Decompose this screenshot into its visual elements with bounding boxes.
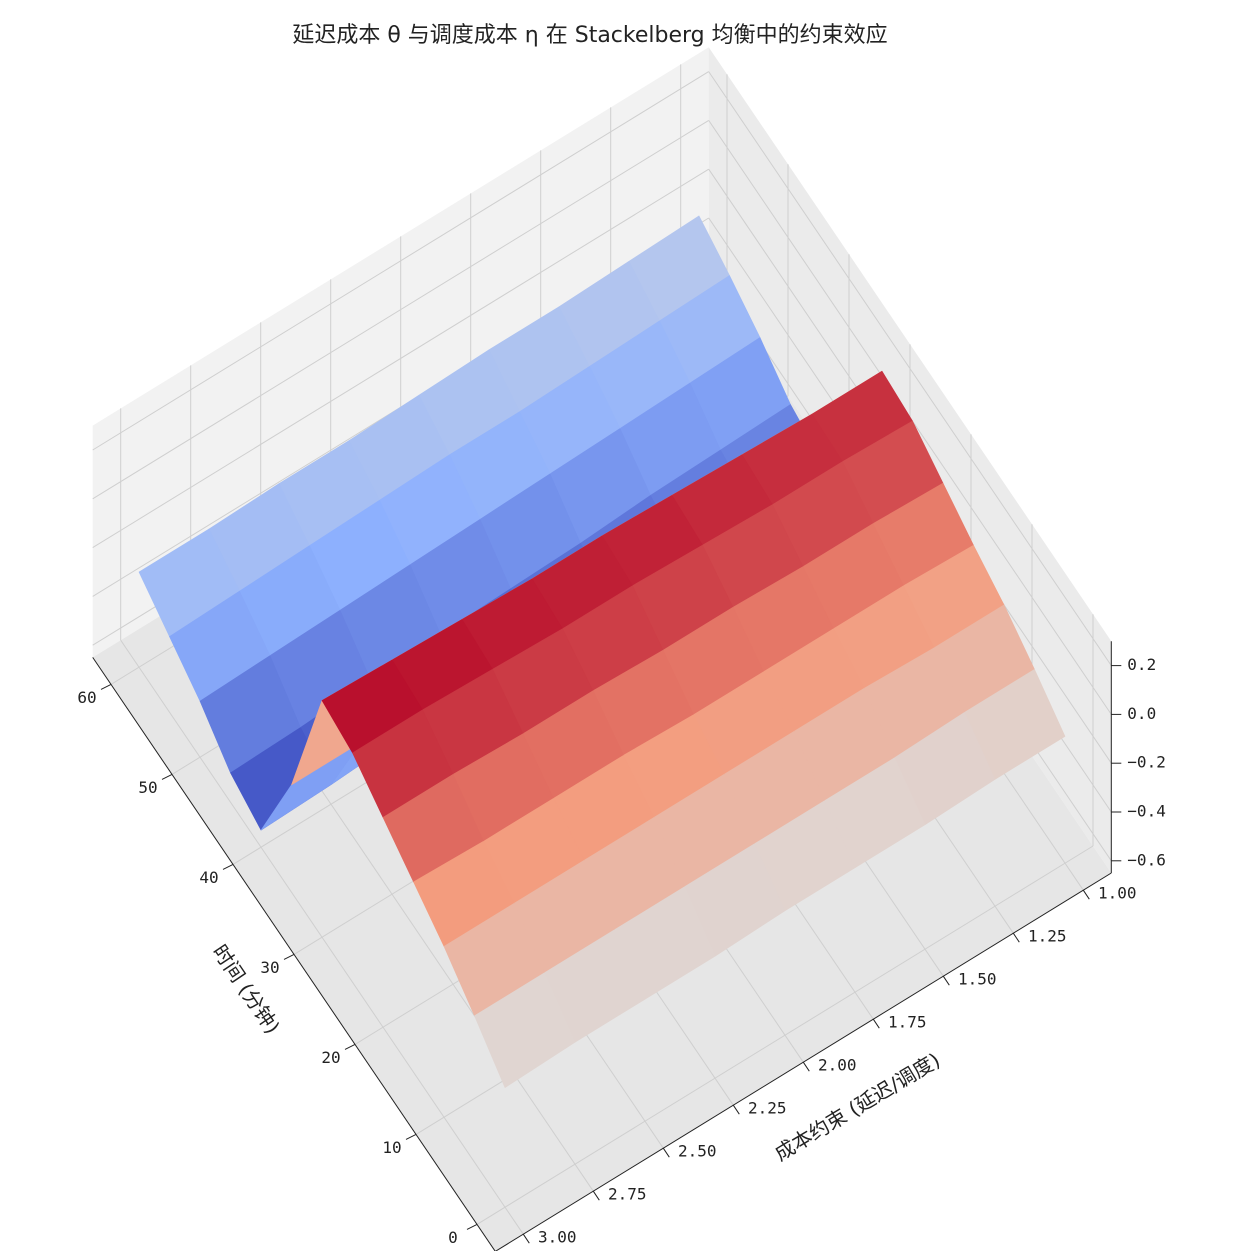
y-tick [592, 1190, 600, 1201]
x-tick [100, 683, 112, 690]
x-tick-label: 10 [382, 1138, 401, 1157]
surface-patch [474, 972, 576, 1088]
y-tick [732, 1104, 740, 1115]
y-tick-label: 1.50 [958, 970, 997, 989]
x-tick [161, 773, 173, 780]
x-tick [344, 1043, 356, 1050]
y-tick-label: 2.50 [678, 1142, 717, 1161]
y-tick-label: 2.75 [608, 1185, 647, 1204]
x-tick [222, 863, 234, 870]
y-tick [1082, 889, 1090, 900]
z-tick-label: −0.4 [1127, 802, 1166, 821]
x-tick-label: 50 [138, 778, 157, 797]
z-tick-label: −0.6 [1127, 850, 1166, 869]
z-tick-label: 0.0 [1127, 704, 1156, 723]
y-tick-label: 1.25 [1028, 927, 1067, 946]
y-tick-label: 1.75 [888, 1013, 927, 1032]
x-tick-label: 40 [199, 868, 218, 887]
y-tick [942, 975, 950, 986]
x-tick [405, 1133, 417, 1140]
y-tick-label: 2.25 [748, 1099, 787, 1118]
y-tick [872, 1018, 880, 1029]
x-tick-label: 60 [77, 688, 96, 707]
grid-line [92, 119, 709, 500]
x-tick [466, 1223, 478, 1230]
y-tick-label: 3.00 [538, 1228, 577, 1247]
y-tick-label: 2.00 [818, 1056, 857, 1075]
y-tick [662, 1147, 670, 1158]
grid-line [92, 71, 709, 451]
chart-title: 延迟成本 θ 与调度成本 η 在 Stackelberg 均衡中的约束效应 [292, 23, 887, 48]
y-tick [522, 1233, 530, 1244]
x-axis-label: 时间 (分钟) [208, 940, 285, 1038]
z-tick-label: 0.2 [1127, 655, 1156, 674]
grid-line [708, 71, 1112, 666]
x-tick-label: 30 [260, 958, 279, 977]
y-tick [1012, 932, 1020, 943]
x-tick-label: 0 [448, 1228, 458, 1247]
y-tick [802, 1061, 810, 1072]
grid-line [92, 168, 709, 549]
z-tick-label: −0.2 [1127, 753, 1166, 772]
x-tick [283, 953, 295, 960]
y-tick-label: 1.00 [1098, 884, 1137, 903]
x-tick-label: 20 [321, 1048, 340, 1067]
grid-line [120, 639, 524, 1235]
